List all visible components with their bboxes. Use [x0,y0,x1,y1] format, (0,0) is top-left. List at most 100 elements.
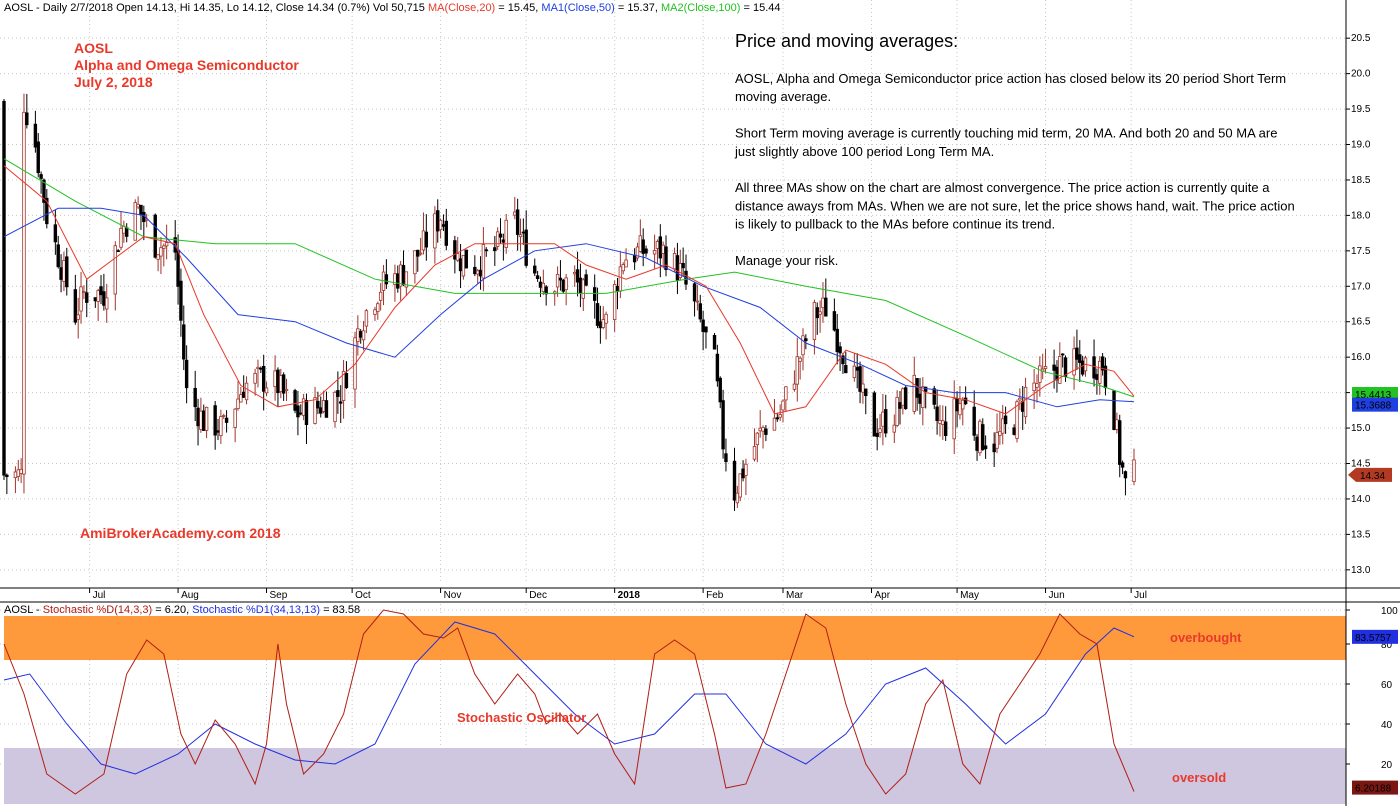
candle-down [844,365,847,372]
candle-down [576,270,579,282]
candle-down [242,392,245,397]
candle-down [1053,365,1056,370]
candle-up [254,373,257,383]
candle-up [462,255,465,276]
candle-up [745,464,748,475]
candle-up [513,212,516,215]
x-tick-label: Oct [355,590,371,601]
candle-down [936,407,939,421]
candle-up [582,280,585,299]
price-y-tick-label: 20.5 [1351,33,1371,44]
overbought-band [4,616,1346,660]
notes-line: distance aways from MAs. When we are not… [735,198,1295,213]
candle-down [981,425,984,450]
candle-up [162,246,165,249]
candle-up [793,384,796,389]
candle-down [719,378,722,402]
price-y-tick-label: 20.0 [1351,69,1371,80]
notes-title: Price and moving averages: [735,31,958,51]
candle-down [494,248,497,251]
candle-up [77,315,80,319]
candle-down [562,280,565,291]
candle-up [377,304,380,312]
candle-up [639,236,642,252]
candle-down [765,429,768,435]
candle-up [613,284,616,319]
candle-down [57,245,60,267]
candle-up [542,283,545,291]
candle-up [1024,387,1027,416]
candle-down [659,237,662,258]
x-tick-label: Jul [1134,590,1147,601]
candle-down [474,267,477,273]
candle-down [733,461,736,500]
candle-up [234,409,237,427]
candle-up [662,245,665,253]
candle-down [1093,357,1096,378]
candle-down [596,304,599,326]
candle-down [699,304,702,319]
candle-up [753,446,756,459]
candle-up [999,431,1002,435]
candle-up [365,311,368,326]
candle-down [282,375,285,393]
candle-down [34,124,37,147]
candle-up [773,418,776,430]
candle-up [619,267,622,291]
candle-down [345,373,348,387]
candle-down [442,225,445,227]
candle-up [322,400,325,411]
candle-up [279,376,282,392]
notes-line: AOSL, Alpha and Omega Semiconductor pric… [735,71,1286,86]
candle-down [502,240,505,242]
candle-down [319,408,322,413]
candle-down [836,329,839,351]
candle-down [944,422,947,436]
candle-down [1118,421,1121,465]
candle-down [964,398,967,404]
candle-down [516,210,519,235]
candle-up [222,415,225,416]
price-y-tick-label: 18.5 [1351,175,1371,186]
candle-down [339,402,342,403]
notes-line: Manage your risk. [735,253,838,268]
candle-down [100,287,103,295]
candle-up [274,371,277,387]
price-y-tick-label: 16.0 [1351,352,1371,363]
candle-down [6,475,9,477]
candle-up [1059,356,1062,383]
candle-up [565,278,568,290]
candle-down [539,282,542,287]
price-y-tick-label: 16.5 [1351,317,1371,328]
candle-up [913,375,916,411]
candle-up [334,392,337,421]
candle-down [277,370,280,393]
candle-down [616,286,619,291]
candle-down [445,221,448,245]
oversold-band [4,748,1346,804]
notes-line: just slightly above 100 period Long Term… [734,144,994,159]
x-tick-label: Dec [529,590,547,601]
price-y-tick-label: 19.0 [1351,140,1371,151]
candle-down [94,298,97,301]
candle-down [559,278,562,280]
price-y-tick-label: 19.5 [1351,104,1371,115]
candle-down [325,401,328,418]
candle-down [924,387,927,391]
candle-down [1004,416,1007,424]
candle-down [74,290,77,323]
candle-up [622,265,625,271]
candle-up [105,298,108,309]
candle-down [856,368,859,371]
candle-up [97,291,100,302]
candle-up [17,470,20,477]
candle-up [83,292,86,293]
candle-up [519,235,522,237]
candle-down [859,367,862,392]
candle-up [1044,367,1047,369]
candle-down [593,288,596,301]
candle-up [782,401,785,410]
candle-down [54,225,57,242]
candle-down [1076,348,1079,359]
